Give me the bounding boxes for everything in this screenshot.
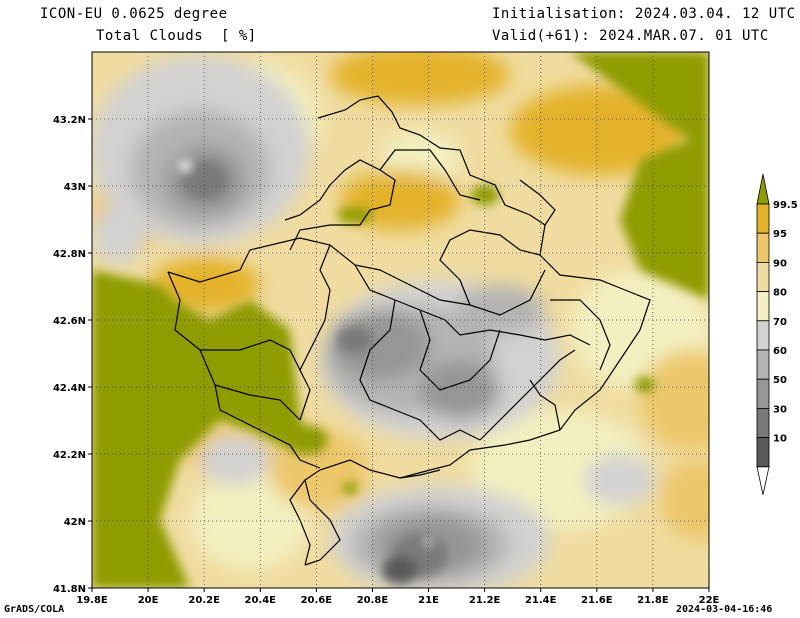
colorbar-top-arrow [756,173,770,205]
colorbar-segment [756,291,770,322]
cloud-field [92,52,709,588]
lon-label: 21.8E [637,595,669,606]
lon-label: 20.6E [301,595,333,606]
lat-label: 42.2N [53,450,86,461]
lon-label: 20.4E [245,595,277,606]
colorbar-label: 70 [773,317,787,328]
colorbar-label: 90 [773,258,787,269]
admin-borders [167,95,651,566]
footer-left: GrADS/COLA [4,604,65,615]
colorbar-segment [756,378,770,409]
colorbar-label: 50 [773,375,787,386]
colorbar-label: 10 [773,434,787,445]
lon-label: 20.2E [188,595,220,606]
model-title: ICON-EU 0.0625 degree [40,6,228,22]
colorbar-label: 60 [773,346,787,357]
colorbar-bottom-arrow [756,466,770,495]
latitude-labels: 43.2N 43N 42.8N 42.6N 42.4N 42.2N 42N 41.8N [53,115,92,595]
lat-label: 43N [64,182,86,193]
lon-label: 20E [138,595,159,606]
colorbar-label: 80 [773,288,787,299]
valid-time: Valid(+61): 2024.MAR.07. 01 UTC [492,28,769,44]
lat-label: 42N [64,517,86,528]
footer-right: 2024-03-04-16:46 [676,604,773,615]
lon-label: 21E [418,595,439,606]
lon-label: 20.8E [357,595,389,606]
colorbar-segment [756,349,770,380]
variable-title: Total Clouds [ %] [96,28,257,44]
graticule [92,52,709,588]
colorbar-label: 99.5 [773,200,798,211]
colorbar-label: 30 [773,404,787,415]
colorbar-label: 95 [773,229,787,240]
lat-label: 41.8N [53,584,86,595]
colorbar-segment [756,407,770,438]
lon-label: 21.4E [525,595,557,606]
lon-label: 22E [699,595,720,606]
lat-label: 43.2N [53,115,86,126]
colorbar-segment [756,320,770,351]
colorbar-segment [756,232,770,263]
lon-label: 21.6E [581,595,613,606]
init-time: Initialisation: 2024.03.04. 12 UTC [492,6,796,22]
colorbar-segment [756,437,770,468]
longitude-labels: 19.8E 20E 20.2E 20.4E 20.6E 20.8E 21E 21.2E 21.4… [76,588,720,606]
lat-label: 42.8N [53,249,86,260]
colorbar-segment [756,261,770,292]
colorbar-segment [756,203,770,234]
lon-label: 21.2E [469,595,501,606]
lon-label: 19.8E [76,595,108,606]
lat-label: 42.6N [53,316,86,327]
lat-label: 42.4N [53,383,86,394]
colorbar: 99.5 95 90 80 70 60 50 30 10 [756,173,798,495]
